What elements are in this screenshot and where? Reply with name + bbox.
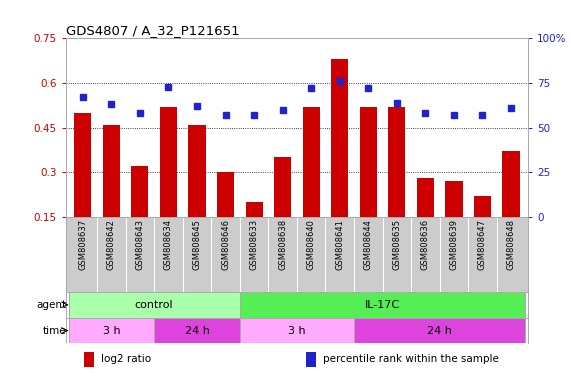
Bar xyxy=(154,318,240,343)
Bar xyxy=(274,157,291,262)
Bar xyxy=(474,196,491,262)
Bar xyxy=(417,178,434,262)
Text: GDS4807 / A_32_P121651: GDS4807 / A_32_P121651 xyxy=(66,24,239,37)
Bar xyxy=(303,107,320,262)
Text: GSM808642: GSM808642 xyxy=(107,219,116,270)
Text: log2 ratio: log2 ratio xyxy=(101,354,151,364)
Text: GSM808635: GSM808635 xyxy=(392,219,401,270)
Bar xyxy=(388,107,405,262)
Bar xyxy=(188,124,206,262)
Text: GSM808645: GSM808645 xyxy=(192,219,202,270)
Text: GSM808648: GSM808648 xyxy=(506,219,516,270)
Bar xyxy=(306,353,316,367)
Text: agent: agent xyxy=(36,300,66,310)
Text: GSM808647: GSM808647 xyxy=(478,219,487,270)
Text: control: control xyxy=(135,300,174,310)
Bar xyxy=(502,151,520,262)
Bar xyxy=(246,202,263,262)
Text: GSM808634: GSM808634 xyxy=(164,219,173,270)
Text: 3 h: 3 h xyxy=(288,326,305,336)
Bar xyxy=(360,107,377,262)
Bar xyxy=(160,107,177,262)
Text: 24 h: 24 h xyxy=(184,326,210,336)
Text: GSM808646: GSM808646 xyxy=(221,219,230,270)
Text: GSM808637: GSM808637 xyxy=(78,219,87,270)
Text: GSM808638: GSM808638 xyxy=(278,219,287,270)
Text: GSM808644: GSM808644 xyxy=(364,219,373,270)
Text: GSM808639: GSM808639 xyxy=(449,219,459,270)
Text: 24 h: 24 h xyxy=(427,326,452,336)
Text: time: time xyxy=(43,326,66,336)
Text: 3 h: 3 h xyxy=(103,326,120,336)
Bar xyxy=(445,181,463,262)
Bar xyxy=(69,318,154,343)
Text: percentile rank within the sample: percentile rank within the sample xyxy=(323,354,499,364)
Text: GSM808643: GSM808643 xyxy=(135,219,144,270)
Bar xyxy=(217,172,234,262)
Text: GSM808641: GSM808641 xyxy=(335,219,344,270)
Bar xyxy=(69,292,240,318)
Bar xyxy=(84,353,94,367)
Bar xyxy=(354,318,525,343)
Bar xyxy=(131,166,148,262)
Text: GSM808636: GSM808636 xyxy=(421,219,430,270)
Bar xyxy=(240,292,525,318)
Text: GSM808633: GSM808633 xyxy=(250,219,259,270)
Bar xyxy=(240,318,354,343)
Text: IL-17C: IL-17C xyxy=(365,300,400,310)
Bar xyxy=(103,124,120,262)
Bar xyxy=(331,59,348,262)
Bar xyxy=(74,113,91,262)
Text: GSM808640: GSM808640 xyxy=(307,219,316,270)
